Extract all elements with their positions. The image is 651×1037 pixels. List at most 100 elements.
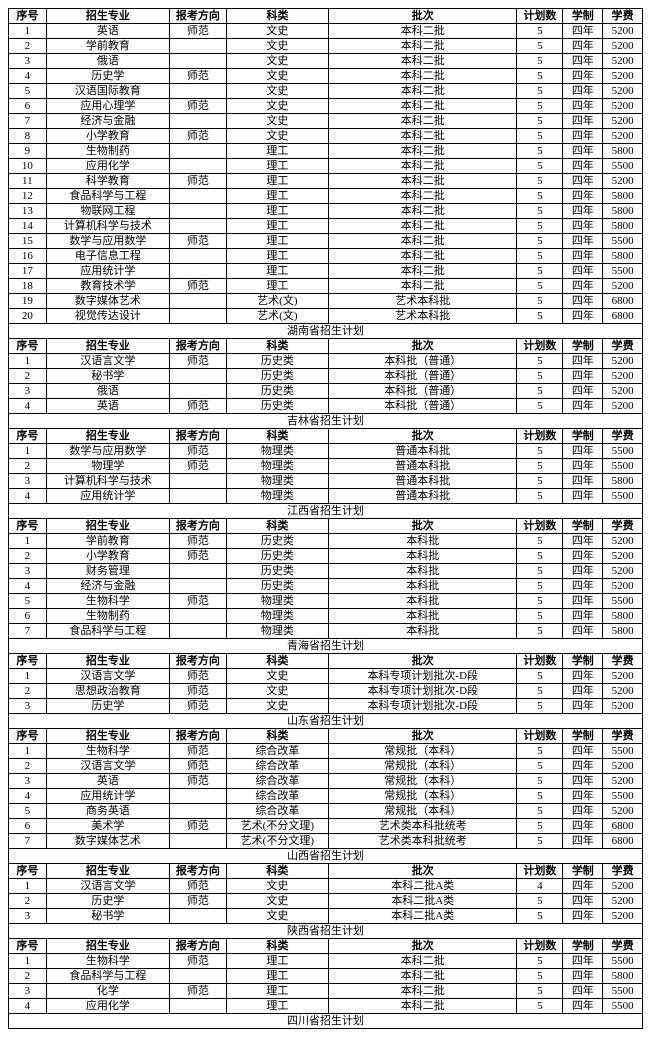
cell-dir	[170, 489, 226, 504]
cell-major: 汉语言文学	[46, 354, 169, 369]
table-row: 19数字媒体艺术艺术(文)艺术本科批5四年6800	[9, 294, 643, 309]
table-row: 6生物制药物理类本科批5四年5800	[9, 609, 643, 624]
cell-seq: 4	[9, 579, 47, 594]
cell-dir: 师范	[170, 444, 226, 459]
cell-plan: 5	[517, 699, 563, 714]
cell-year: 四年	[563, 969, 603, 984]
cell-seq: 3	[9, 774, 47, 789]
admissions-table: 序号招生专业报考方向科类批次计划数学制学费1英语师范文史本科二批5四年52002…	[8, 8, 643, 1029]
cell-fee: 5800	[603, 609, 643, 624]
column-header-dir: 报考方向	[170, 864, 226, 879]
column-header-batch: 批次	[329, 939, 517, 954]
cell-plan: 5	[517, 144, 563, 159]
cell-cat: 物理类	[226, 489, 329, 504]
cell-cat: 理工	[226, 219, 329, 234]
cell-dir: 师范	[170, 234, 226, 249]
column-header-major: 招生专业	[46, 864, 169, 879]
cell-fee: 5800	[603, 969, 643, 984]
cell-seq: 11	[9, 174, 47, 189]
cell-plan: 5	[517, 834, 563, 849]
cell-major: 历史学	[46, 69, 169, 84]
cell-cat: 艺术(不分文理)	[226, 834, 329, 849]
cell-seq: 6	[9, 99, 47, 114]
cell-batch: 艺术本科批	[329, 309, 517, 324]
column-header-plan: 计划数	[517, 429, 563, 444]
cell-year: 四年	[563, 684, 603, 699]
column-header-dir: 报考方向	[170, 339, 226, 354]
cell-major: 生物科学	[46, 594, 169, 609]
cell-cat: 文史	[226, 879, 329, 894]
cell-dir: 师范	[170, 669, 226, 684]
cell-fee: 5800	[603, 249, 643, 264]
cell-batch: 本科二批	[329, 204, 517, 219]
cell-batch: 艺术本科批	[329, 294, 517, 309]
cell-seq: 17	[9, 264, 47, 279]
column-header-fee: 学费	[603, 519, 643, 534]
cell-cat: 理工	[226, 264, 329, 279]
cell-dir	[170, 309, 226, 324]
cell-major: 计算机科学与技术	[46, 474, 169, 489]
table-row: 10应用化学理工本科二批5四年5500	[9, 159, 643, 174]
cell-batch: 本科二批	[329, 99, 517, 114]
cell-dir	[170, 834, 226, 849]
cell-fee: 5500	[603, 234, 643, 249]
cell-year: 四年	[563, 114, 603, 129]
cell-year: 四年	[563, 474, 603, 489]
cell-dir: 师范	[170, 894, 226, 909]
cell-major: 思想政治教育	[46, 684, 169, 699]
cell-fee: 5200	[603, 774, 643, 789]
cell-dir: 师范	[170, 594, 226, 609]
column-header-fee: 学费	[603, 429, 643, 444]
table-row: 5商务英语综合改革常规批（本科）5四年5200	[9, 804, 643, 819]
cell-dir: 师范	[170, 759, 226, 774]
table-row: 14计算机科学与技术理工本科二批5四年5800	[9, 219, 643, 234]
table-row: 2历史学师范文史本科二批A类5四年5200	[9, 894, 643, 909]
column-header-year: 学制	[563, 9, 603, 24]
cell-cat: 理工	[226, 954, 329, 969]
cell-year: 四年	[563, 564, 603, 579]
table-row: 3俄语文史本科二批5四年5200	[9, 54, 643, 69]
cell-year: 四年	[563, 579, 603, 594]
cell-major: 数学与应用数学	[46, 444, 169, 459]
cell-seq: 1	[9, 24, 47, 39]
table-row: 7数字媒体艺术艺术(不分文理)艺术类本科批统考5四年6800	[9, 834, 643, 849]
cell-dir	[170, 804, 226, 819]
cell-year: 四年	[563, 84, 603, 99]
column-header-seq: 序号	[9, 9, 47, 24]
cell-plan: 5	[517, 204, 563, 219]
cell-cat: 艺术(文)	[226, 294, 329, 309]
table-row: 18教育技术学师范理工本科二批5四年5200	[9, 279, 643, 294]
column-header-fee: 学费	[603, 9, 643, 24]
table-row: 1学前教育师范历史类本科批5四年5200	[9, 534, 643, 549]
cell-year: 四年	[563, 24, 603, 39]
cell-dir	[170, 384, 226, 399]
cell-plan: 5	[517, 39, 563, 54]
cell-fee: 5500	[603, 984, 643, 999]
column-header-dir: 报考方向	[170, 9, 226, 24]
cell-year: 四年	[563, 129, 603, 144]
cell-year: 四年	[563, 774, 603, 789]
cell-cat: 文史	[226, 99, 329, 114]
table-row: 7经济与金融文史本科二批5四年5200	[9, 114, 643, 129]
column-header-seq: 序号	[9, 339, 47, 354]
cell-major: 物联网工程	[46, 204, 169, 219]
cell-dir: 师范	[170, 354, 226, 369]
cell-dir	[170, 264, 226, 279]
cell-seq: 3	[9, 699, 47, 714]
cell-dir	[170, 609, 226, 624]
column-header-major: 招生专业	[46, 339, 169, 354]
cell-cat: 文史	[226, 684, 329, 699]
cell-plan: 5	[517, 954, 563, 969]
cell-batch: 本科二批A类	[329, 894, 517, 909]
cell-plan: 5	[517, 294, 563, 309]
table-header-row: 序号招生专业报考方向科类批次计划数学制学费	[9, 339, 643, 354]
cell-major: 俄语	[46, 384, 169, 399]
cell-cat: 理工	[226, 279, 329, 294]
cell-plan: 5	[517, 564, 563, 579]
cell-dir: 师范	[170, 99, 226, 114]
section-title-row: 四川省招生计划	[9, 1014, 643, 1029]
cell-dir: 师范	[170, 459, 226, 474]
cell-major: 应用化学	[46, 159, 169, 174]
cell-batch: 本科二批	[329, 249, 517, 264]
cell-plan: 5	[517, 444, 563, 459]
